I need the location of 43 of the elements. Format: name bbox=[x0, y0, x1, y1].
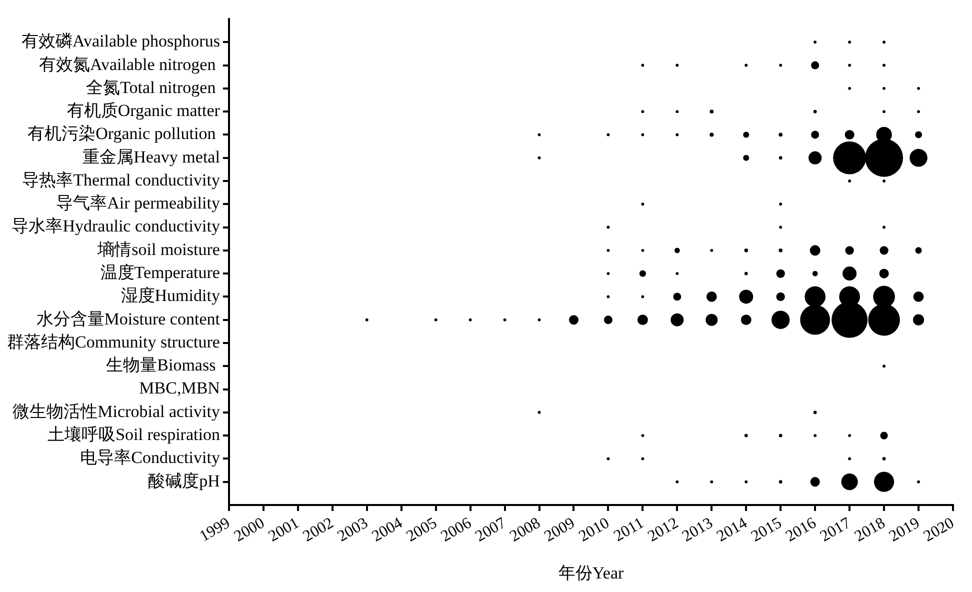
y-tick-label: 墒情soil moisture bbox=[96, 240, 220, 259]
y-tick-label: 微生物活性Microbial activity bbox=[12, 402, 220, 421]
y-tick-label: 土壤呼吸Soil respiration bbox=[48, 425, 220, 444]
x-tick-label: 2005 bbox=[404, 514, 440, 546]
x-tick-label: 2015 bbox=[748, 514, 785, 546]
y-tick-label: 湿度Humidity bbox=[120, 286, 220, 306]
y-tick-label: 全氮Total nitrogen bbox=[86, 78, 220, 97]
x-tick-label: 2003 bbox=[334, 514, 371, 546]
x-tick-label: 2004 bbox=[369, 514, 406, 546]
x-tick-label: 2016 bbox=[782, 514, 820, 546]
x-tick-label: 2009 bbox=[542, 514, 578, 546]
x-tick-label: 2010 bbox=[576, 514, 612, 546]
x-tick-label: 2002 bbox=[300, 514, 336, 546]
y-tick-label: 有效磷Available phosphorus bbox=[21, 32, 220, 51]
y-tick-label: 重金属Heavy metal bbox=[82, 147, 220, 166]
y-tick-label: 电导率Conductivity bbox=[80, 448, 220, 468]
x-tick-label: 2000 bbox=[231, 514, 268, 546]
x-tick-label: 2001 bbox=[266, 514, 302, 546]
y-tick-label: 温度Temperature bbox=[100, 263, 220, 282]
x-tick-label: 2019 bbox=[886, 514, 923, 546]
x-tick-label: 2013 bbox=[680, 514, 716, 546]
y-tick-label: MBC,MBN bbox=[139, 378, 220, 398]
x-tick-label: 2018 bbox=[852, 514, 888, 546]
y-tick-label: 群落结构Community structure bbox=[6, 332, 220, 352]
y-tick-label: 有机污染Organic pollution bbox=[28, 124, 220, 144]
y-tick-label: 导气率Air permeability bbox=[56, 194, 220, 213]
y-tick-label: 导水率Hydraulic conductivity bbox=[12, 216, 220, 236]
x-tick-label: 2012 bbox=[645, 514, 682, 546]
x-tick-label: 2008 bbox=[507, 514, 544, 546]
x-tick-label: 1999 bbox=[196, 514, 234, 546]
x-axis-title: 年份Year bbox=[558, 563, 624, 582]
x-tick-label: 2017 bbox=[817, 514, 854, 546]
y-tick-label: 导热率Thermal conductivity bbox=[22, 170, 220, 190]
y-tick-label: 酸碱度pH bbox=[148, 471, 220, 490]
y-tick-label: 有效氮Available nitrogen bbox=[38, 54, 220, 74]
y-tick-label: 水分含量Moisture content bbox=[36, 309, 220, 328]
y-tick-label: 有机质Organic matter bbox=[66, 101, 220, 120]
x-tick-label: 2020 bbox=[920, 514, 958, 546]
x-tick-label: 2014 bbox=[714, 514, 750, 546]
x-tick-label: 2006 bbox=[438, 514, 474, 546]
x-tick-label: 2007 bbox=[472, 514, 509, 546]
x-tick-label: 2011 bbox=[611, 514, 647, 546]
y-tick-label: 生物量Biomass bbox=[106, 356, 220, 375]
